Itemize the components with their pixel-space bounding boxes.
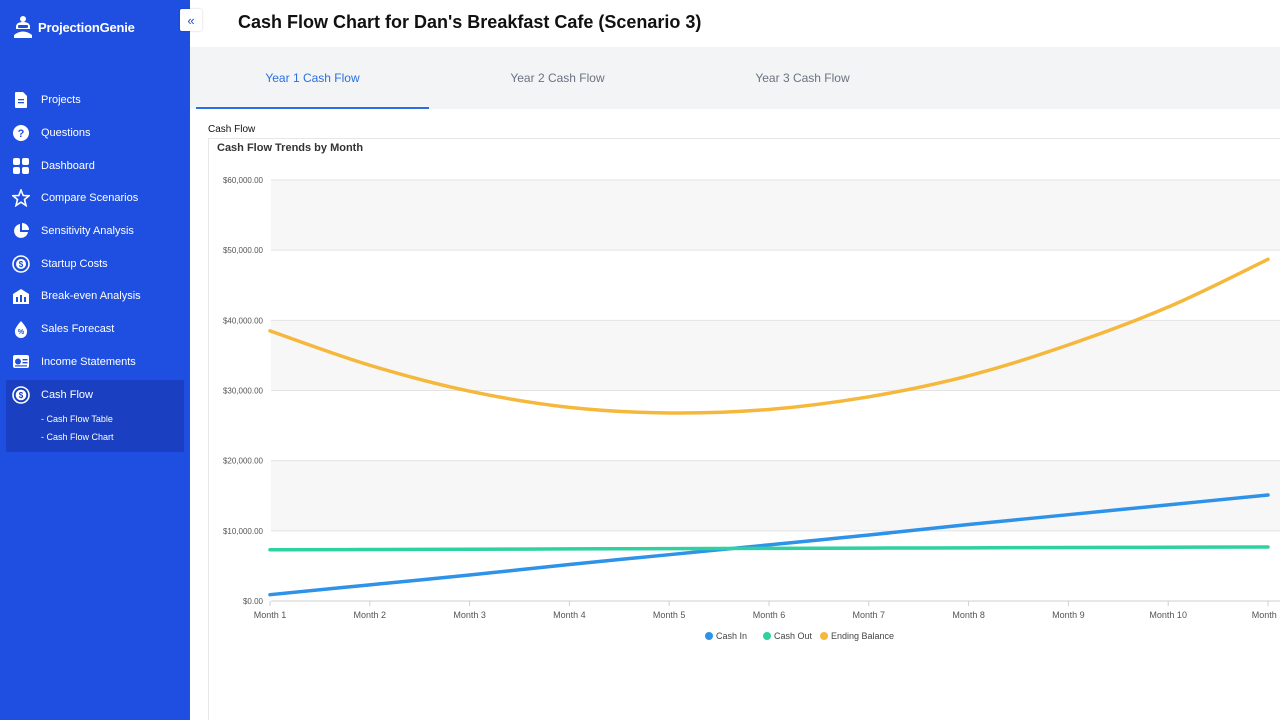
y-tick-label: $10,000.00 [223, 527, 264, 536]
y-tick-label: $20,000.00 [223, 457, 264, 466]
x-tick-label: Month 1 [254, 610, 287, 620]
brand[interactable]: ProjectionGenie [12, 14, 135, 40]
sidebar-item-break-even-analysis[interactable]: Break-even Analysis [0, 280, 190, 313]
sidebar-item-label: Break-even Analysis [41, 290, 141, 303]
x-tick-label: Month 9 [1052, 610, 1085, 620]
sidebar-item-cash-flow[interactable]: $ Cash Flow [6, 380, 184, 410]
file-icon [11, 90, 31, 110]
page-title: Cash Flow Chart for Dan's Breakfast Cafe… [238, 12, 702, 32]
svg-text:$: $ [19, 391, 24, 400]
x-tick-label: Month 10 [1149, 610, 1187, 620]
question-icon: ? [11, 123, 31, 143]
tab-year-3-cash-flow[interactable]: Year 3 Cash Flow [755, 71, 850, 85]
statement-icon [11, 352, 31, 372]
sidebar-item-label: Questions [41, 127, 91, 140]
brand-name: ProjectionGenie [38, 19, 135, 35]
legend-label-cash-in: Cash In [716, 631, 747, 641]
sidebar: ProjectionGenie Projects ? Questions Das… [0, 0, 190, 720]
sidebar-item-label: Startup Costs [41, 257, 108, 270]
sidebar-item-cash-flow-group: $ Cash Flow - Cash Flow Table - Cash Flo… [6, 380, 184, 452]
tab-year-2-cash-flow[interactable]: Year 2 Cash Flow [510, 71, 605, 85]
x-tick-label: Month 4 [553, 610, 586, 620]
svg-text:$: $ [19, 260, 24, 269]
x-tick-label: Month 8 [952, 610, 985, 620]
x-tick-label: Month 6 [753, 610, 786, 620]
tabs-bar: Year 1 Cash Flow Year 2 Cash Flow Year 3… [190, 47, 1280, 109]
x-tick-label: Month 1 [1252, 610, 1280, 620]
sidebar-item-label: Sensitivity Analysis [41, 225, 134, 238]
y-tick-label: $50,000.00 [223, 246, 264, 255]
sidebar-item-income-statements[interactable]: Income Statements [0, 346, 190, 379]
sidebar-item-startup-costs[interactable]: $ Startup Costs [0, 247, 190, 280]
cash-flow-chart: $0.00 $10,000.00 $20,000.00 $30,000.00 $40,0… [223, 176, 1280, 641]
grid-band [271, 460, 1280, 531]
grid-band [271, 180, 1280, 251]
sidebar-item-sales-forecast[interactable]: % Sales Forecast [0, 313, 190, 346]
sidebar-subitem-cash-flow-table[interactable]: - Cash Flow Table [41, 414, 113, 424]
legend-label-cash-out: Cash Out [774, 631, 813, 641]
sidebar-item-projects[interactable]: Projects [0, 84, 190, 117]
legend-label-ending-balance: Ending Balance [831, 631, 894, 641]
sidebar-item-dashboard[interactable]: Dashboard [0, 149, 190, 182]
sidebar-item-label: Dashboard [41, 159, 95, 172]
coin-icon: $ [11, 254, 31, 274]
legend-marker-ending-balance [820, 632, 828, 640]
x-tick-label: Month 5 [653, 610, 686, 620]
svg-text:%: % [18, 329, 25, 336]
sidebar-item-label: Income Statements [41, 355, 136, 368]
y-tick-label: $60,000.00 [223, 176, 264, 185]
collapse-sidebar-button[interactable]: « [180, 9, 202, 31]
percent-drop-icon: % [11, 319, 31, 339]
active-tab-indicator [196, 107, 429, 109]
section-label: Cash Flow [208, 124, 256, 135]
sidebar-subitem-cash-flow-chart[interactable]: - Cash Flow Chart [41, 432, 114, 442]
building-icon [11, 286, 31, 306]
y-tick-label: $40,000.00 [223, 316, 264, 325]
pie-icon [11, 221, 31, 241]
x-tick-label: Month 2 [354, 610, 387, 620]
sidebar-item-compare-scenarios[interactable]: Compare Scenarios [0, 182, 190, 215]
series-line-cash-out [268, 545, 1270, 552]
x-tick-label: Month 3 [453, 610, 486, 620]
chart-panel: Cash Flow Trends by Month $0.00 $10,000.0… [208, 138, 1280, 720]
dollar-circle-icon: $ [11, 385, 31, 405]
y-tick-label: $0.00 [243, 597, 264, 606]
x-tick-label: Month 7 [853, 610, 886, 620]
series-line-ending-balance [268, 257, 1270, 415]
series-line-cash-in [268, 493, 1270, 597]
sidebar-item-label: Cash Flow [41, 389, 93, 401]
sidebar-item-sensitivity-analysis[interactable]: Sensitivity Analysis [0, 215, 190, 248]
star-icon [11, 188, 31, 208]
dashboard-icon [11, 156, 31, 176]
sidebar-item-label: Compare Scenarios [41, 192, 139, 205]
chart-title: Cash Flow Trends by Month [217, 142, 364, 154]
legend-marker-cash-out [763, 632, 771, 640]
sidebar-item-questions[interactable]: ? Questions [0, 117, 190, 150]
svg-text:?: ? [18, 128, 25, 140]
y-tick-label: $30,000.00 [223, 387, 264, 396]
genie-logo-icon [14, 16, 32, 38]
sidebar-nav: Projects ? Questions Dashboard Compare S… [0, 84, 190, 378]
tab-year-1-cash-flow[interactable]: Year 1 Cash Flow [265, 71, 360, 85]
legend-marker-cash-in [705, 632, 713, 640]
grid-band [271, 320, 1280, 391]
sidebar-item-label: Sales Forecast [41, 323, 115, 336]
sidebar-item-label: Projects [41, 94, 81, 107]
